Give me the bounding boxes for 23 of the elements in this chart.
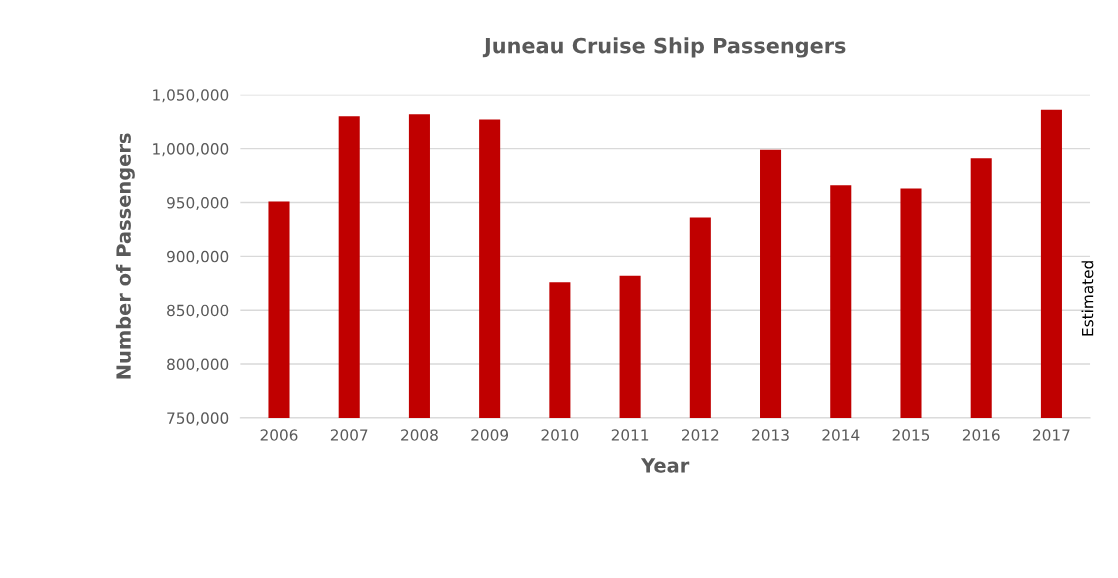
x-tick-label: 2006	[260, 429, 298, 441]
y-tick-label: 750,000	[167, 412, 229, 426]
x-tick-label: 2009	[471, 429, 509, 441]
y-tick-label: 1,050,000	[153, 89, 229, 103]
y-tick-label: 950,000	[167, 196, 229, 211]
y-tick-label: 1,000,000	[153, 143, 229, 157]
x-tick-label: 2014	[822, 429, 860, 441]
x-tick-label: 2013	[752, 429, 789, 441]
y-tick-label: 800,000	[167, 358, 229, 372]
x-tick-label: 2016	[962, 429, 1000, 441]
x-axis-title: Year	[640, 458, 690, 473]
y-axis-title: Number of Passengers	[115, 133, 135, 379]
x-tick-label: 2012	[682, 429, 719, 441]
x-tick-label: 2017	[1033, 429, 1070, 441]
y-tick-label: 900,000	[167, 250, 229, 264]
x-tick-label: 2010	[541, 429, 579, 441]
x-tick-label: 2015	[892, 429, 930, 441]
y-tick-label: 850,000	[167, 304, 229, 318]
x-tick-label: 2008	[401, 429, 438, 441]
x-tick-label: 2011	[611, 429, 649, 441]
x-tick-label: 2007	[330, 429, 368, 441]
chart-title: Juneau Cruise Ship Passengers	[482, 37, 846, 58]
annotation: Estimated	[1081, 261, 1094, 336]
